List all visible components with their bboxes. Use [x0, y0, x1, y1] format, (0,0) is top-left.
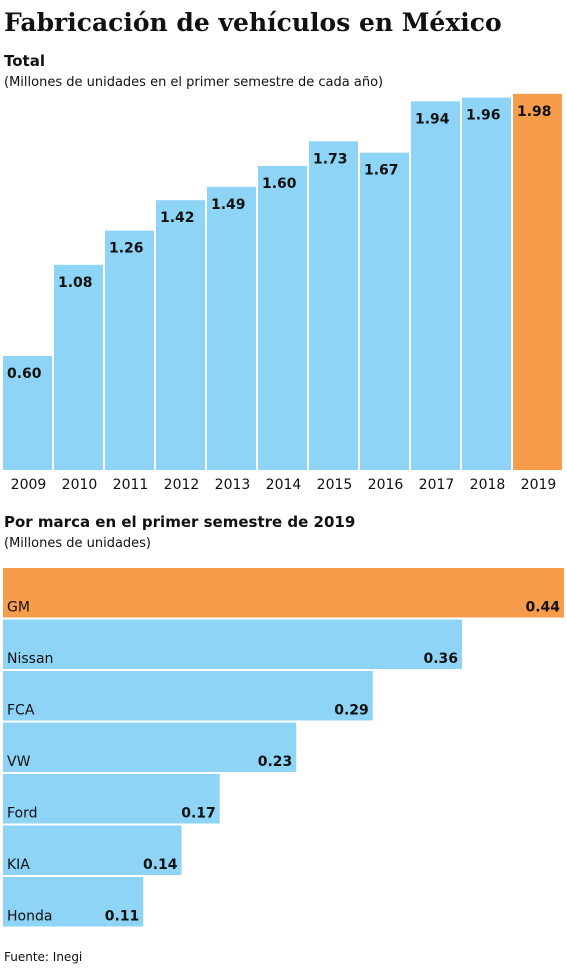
bar	[3, 568, 564, 618]
x-tick-label: 2016	[368, 477, 404, 493]
x-tick-label: 2018	[470, 477, 506, 493]
value-label: 1.49	[211, 197, 246, 213]
bar	[3, 825, 182, 875]
value-label: 0.23	[258, 754, 293, 770]
category-label: Honda	[7, 909, 52, 925]
category-label: VW	[7, 754, 31, 770]
chart-title: Total	[4, 52, 45, 70]
bar	[258, 166, 307, 470]
bar	[3, 774, 220, 824]
value-label: 0.60	[7, 366, 42, 382]
bar	[156, 200, 205, 470]
chart-title: Por marca en el primer semestre de 2019	[4, 513, 355, 531]
category-label: FCA	[7, 703, 35, 719]
value-label: 0.11	[105, 909, 140, 925]
value-label: 0.29	[334, 703, 369, 719]
bar	[3, 356, 52, 470]
value-label: 1.96	[466, 108, 501, 124]
bar	[462, 97, 511, 470]
bar	[54, 264, 103, 470]
page-title: Fabricación de vehículos en México	[4, 8, 502, 37]
bar	[513, 93, 562, 471]
bar	[3, 877, 144, 927]
chart-subtitle: (Millones de unidades)	[4, 536, 151, 551]
value-label: 0.17	[181, 806, 216, 822]
chart-subtitle: (Millones de unidades en el primer semes…	[4, 75, 383, 90]
category-label: Ford	[7, 806, 38, 822]
x-tick-label: 2017	[419, 477, 455, 493]
bar	[309, 141, 358, 471]
x-tick-label: 2010	[62, 477, 98, 493]
category-label: KIA	[7, 857, 30, 873]
value-label: 1.08	[58, 275, 93, 291]
value-label: 1.26	[109, 241, 144, 257]
bar	[105, 230, 154, 470]
value-label: 1.73	[313, 151, 348, 167]
x-tick-label: 2011	[113, 477, 149, 493]
x-tick-label: 2009	[11, 477, 47, 493]
bar	[3, 619, 462, 669]
x-tick-label: 2014	[266, 477, 302, 493]
bar	[360, 152, 409, 470]
bar	[3, 722, 297, 772]
x-tick-label: 2012	[164, 477, 200, 493]
value-label: 1.60	[262, 176, 297, 192]
value-label: 1.67	[364, 163, 399, 179]
x-tick-label: 2019	[521, 477, 557, 493]
value-label: 0.44	[525, 600, 560, 616]
bar	[207, 186, 256, 470]
value-label: 1.94	[415, 111, 450, 127]
value-label: 1.42	[160, 210, 195, 226]
value-label: 0.14	[143, 857, 178, 873]
bar	[3, 671, 373, 721]
category-label: GM	[7, 600, 30, 616]
value-label: 0.36	[423, 651, 458, 667]
bar	[411, 101, 460, 471]
x-tick-label: 2013	[215, 477, 251, 493]
source: Fuente: Inegi	[4, 950, 82, 964]
category-label: Nissan	[7, 651, 53, 667]
value-label: 1.98	[517, 104, 552, 120]
x-tick-label: 2015	[317, 477, 353, 493]
